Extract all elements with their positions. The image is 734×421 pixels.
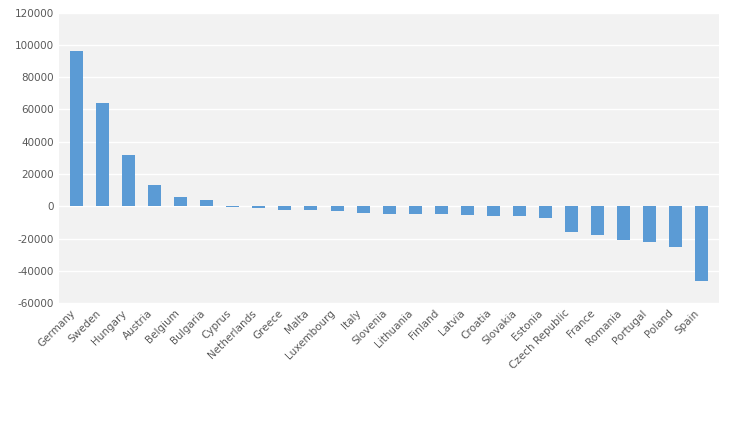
Bar (460, 206, 473, 215)
Bar (330, 206, 344, 211)
Bar (487, 206, 500, 216)
Bar (70, 51, 84, 206)
Bar (123, 155, 136, 206)
Bar (642, 206, 655, 242)
Bar (435, 206, 448, 214)
Bar (669, 206, 682, 247)
Bar (694, 206, 708, 280)
Bar (200, 200, 214, 206)
Bar (357, 206, 369, 213)
Bar (96, 103, 109, 206)
Bar (539, 206, 551, 218)
Bar (564, 206, 578, 232)
Bar (617, 206, 630, 240)
Bar (252, 206, 266, 208)
Bar (175, 197, 187, 206)
Bar (278, 206, 291, 210)
Bar (409, 206, 421, 214)
Bar (227, 206, 239, 207)
Bar (305, 206, 318, 210)
Bar (382, 206, 396, 213)
Bar (591, 206, 603, 235)
Bar (512, 206, 526, 216)
Bar (148, 185, 161, 206)
